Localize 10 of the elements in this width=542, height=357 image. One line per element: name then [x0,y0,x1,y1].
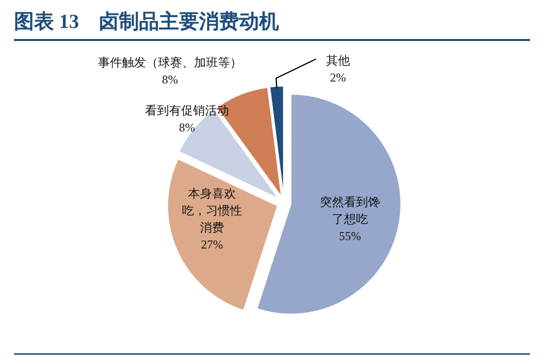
data-label: 2% [330,70,346,84]
data-label: 8% [179,120,195,134]
data-label: 27% [201,238,223,252]
data-label: 55% [339,229,361,243]
slice-label: 其他 [326,54,350,68]
slice-label: 事件触发（球赛、加班等） [98,56,242,70]
data-label: 8% [162,72,178,86]
chart-title: 图表 13 卤制品主要消费动机 [14,10,279,33]
slice-label: 突然看到馋了想吃 [320,195,380,226]
slice-label: 本身喜欢吃，习惯性消费 [182,186,242,234]
